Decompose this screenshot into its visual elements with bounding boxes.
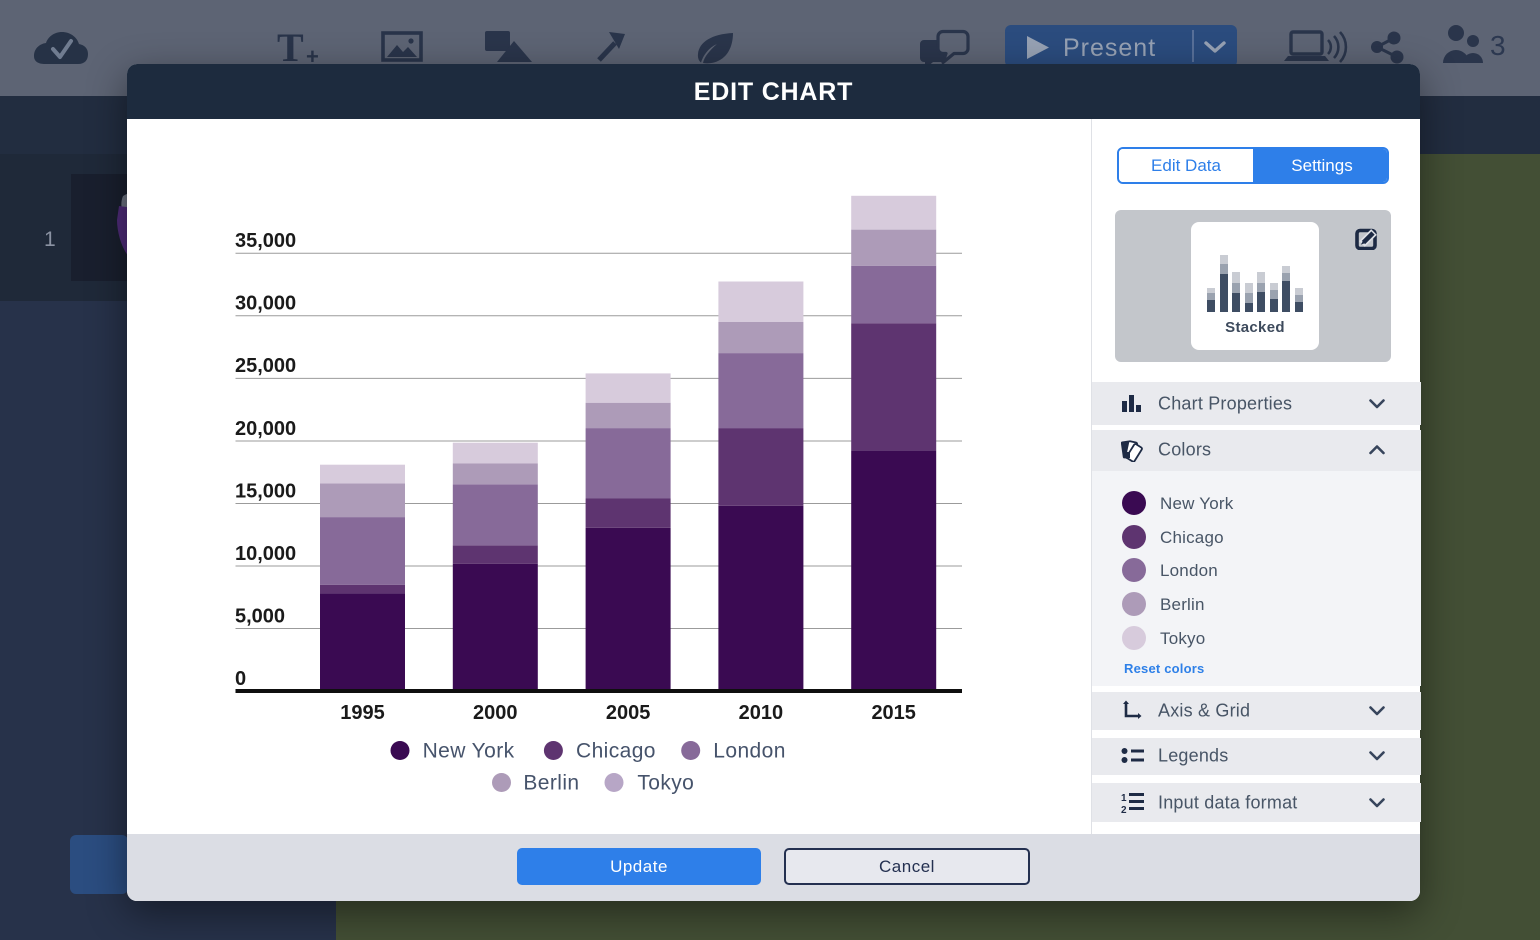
svg-text:2010: 2010 bbox=[739, 702, 784, 724]
svg-text:Present: Present bbox=[1063, 34, 1156, 62]
svg-text:Tokyo: Tokyo bbox=[637, 772, 694, 795]
svg-text:+: + bbox=[306, 44, 319, 69]
svg-text:1: 1 bbox=[1121, 793, 1127, 804]
svg-text:2015: 2015 bbox=[871, 702, 916, 724]
svg-text:Berlin: Berlin bbox=[523, 772, 579, 795]
svg-text:T: T bbox=[277, 25, 304, 70]
svg-text:25,000: 25,000 bbox=[235, 355, 296, 377]
svg-text:2005: 2005 bbox=[606, 702, 651, 724]
svg-text:New York: New York bbox=[423, 740, 515, 763]
svg-text:Chicago: Chicago bbox=[576, 740, 656, 763]
svg-text:20,000: 20,000 bbox=[235, 418, 296, 440]
svg-text:1995: 1995 bbox=[340, 702, 385, 724]
svg-text:5,000: 5,000 bbox=[235, 605, 285, 627]
svg-text:3: 3 bbox=[1490, 30, 1506, 61]
svg-text:10,000: 10,000 bbox=[235, 543, 296, 565]
svg-text:0: 0 bbox=[235, 668, 246, 690]
svg-text:2: 2 bbox=[1121, 805, 1127, 814]
svg-text:35,000: 35,000 bbox=[235, 230, 296, 252]
svg-text:London: London bbox=[713, 740, 785, 763]
svg-text:30,000: 30,000 bbox=[235, 293, 296, 315]
svg-text:15,000: 15,000 bbox=[235, 480, 296, 502]
svg-text:2000: 2000 bbox=[473, 702, 518, 724]
